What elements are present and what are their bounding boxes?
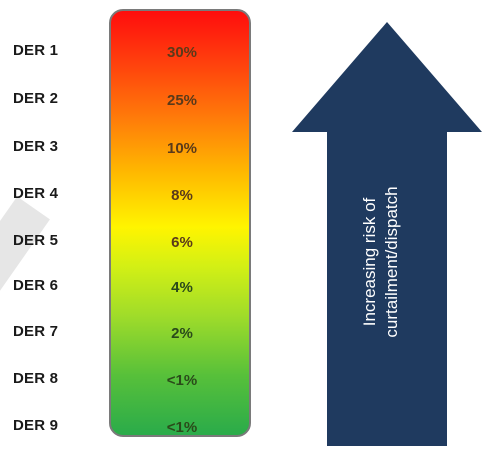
percentage-value: 10% <box>166 140 198 157</box>
percentage-value: 30% <box>166 44 198 61</box>
percentage-value: <1% <box>166 372 198 389</box>
der-label: DER 8 <box>13 370 59 387</box>
percentage-value: <1% <box>166 419 198 436</box>
percentage-value: 4% <box>171 279 193 296</box>
percentage-value: 2% <box>171 325 193 342</box>
percentage-value: 8% <box>171 187 193 204</box>
der-label: DER 9 <box>13 417 59 434</box>
risk-gradient-bar: 30% 25% 10% 8% 6% 4% 2% <1% <1% <box>109 9 251 437</box>
arrow-caption-line1: Increasing risk of <box>360 197 379 327</box>
der-label: DER 5 <box>13 232 59 249</box>
der-label: DER 1 <box>13 42 59 59</box>
percentage-value: 6% <box>171 234 193 251</box>
der-label: DER 2 <box>13 90 59 107</box>
der-label: DER 6 <box>13 277 59 294</box>
der-label: DER 3 <box>13 138 59 155</box>
up-arrow-icon <box>292 22 482 446</box>
arrow-caption-line2: curtailment/dispatch <box>382 186 401 338</box>
percentage-value: 25% <box>166 92 198 109</box>
der-label: DER 7 <box>13 323 59 340</box>
der-label: DER 4 <box>13 185 59 202</box>
up-arrow-shape <box>292 22 482 446</box>
arrow-caption: Increasing risk of curtailment/dispatch <box>305 152 457 372</box>
